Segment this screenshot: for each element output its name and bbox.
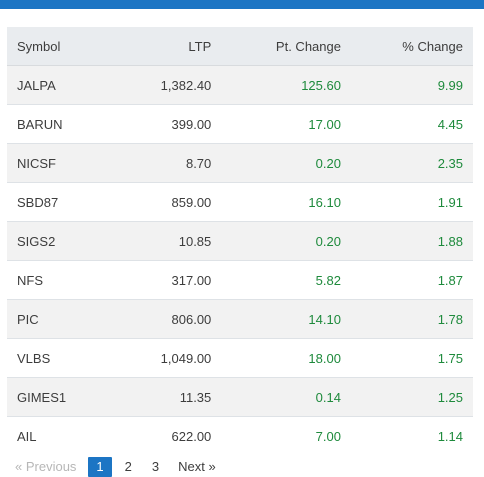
cell-ltp: 806.00 [115, 299, 212, 339]
cell-ltp: 11.35 [115, 377, 212, 417]
cell-pt-change: 0.20 [211, 143, 341, 183]
top-accent-bar [0, 0, 484, 9]
pagination: « Previous 1 2 3 Next » [15, 457, 216, 477]
cell-pct-change: 1.25 [340, 377, 473, 417]
cell-pt-change: 0.20 [211, 221, 341, 261]
cell-pt-change: 16.10 [211, 182, 341, 222]
table-row[interactable]: SIGS2 10.85 0.20 1.88 [7, 221, 473, 261]
cell-symbol[interactable]: NFS [7, 260, 116, 300]
cell-pt-change: 0.14 [211, 377, 341, 417]
cell-symbol[interactable]: JALPA [7, 65, 116, 105]
cell-ltp: 1,382.40 [115, 65, 212, 105]
cell-symbol[interactable]: SBD87 [7, 182, 116, 222]
cell-ltp: 399.00 [115, 104, 212, 144]
cell-pct-change: 4.45 [340, 104, 473, 144]
cell-pct-change: 1.91 [340, 182, 473, 222]
cell-pct-change: 9.99 [340, 65, 473, 105]
cell-pct-change: 1.87 [340, 260, 473, 300]
cell-pt-change: 14.10 [211, 299, 341, 339]
column-header-pct-change[interactable]: % Change [340, 27, 473, 66]
cell-pt-change: 7.00 [315, 428, 341, 444]
cell-pt-change: 17.00 [211, 104, 341, 144]
table-row[interactable]: AIL 622.00 7.00 1.14 [7, 417, 473, 456]
cell-symbol[interactable]: VLBS [7, 338, 116, 378]
table-row[interactable]: VLBS 1,049.00 18.00 1.75 [7, 338, 473, 378]
cell-ltp: 317.00 [115, 260, 212, 300]
cell-pct-change: 1.14 [437, 428, 463, 444]
cell-pt-change: 5.82 [211, 260, 341, 300]
cell-symbol[interactable]: GIMES1 [7, 377, 116, 417]
cell-ltp: 8.70 [115, 143, 212, 183]
table-header-row: Symbol LTP Pt. Change % Change [7, 27, 473, 66]
cell-ltp: 10.85 [115, 221, 212, 261]
cell-pt-change: 125.60 [211, 65, 341, 105]
cell-ltp: 1,049.00 [115, 338, 212, 378]
column-header-ltp[interactable]: LTP [115, 27, 212, 66]
page-link-2[interactable]: 2 [124, 459, 132, 474]
page-link-1[interactable]: 1 [88, 457, 112, 477]
table-row[interactable]: NFS 317.00 5.82 1.87 [7, 260, 473, 300]
cell-ltp: 859.00 [115, 182, 212, 222]
next-page-link[interactable]: Next » [178, 459, 216, 474]
cell-pct-change: 1.88 [340, 221, 473, 261]
table-row[interactable]: NICSF 8.70 0.20 2.35 [7, 143, 473, 183]
table-row[interactable]: SBD87 859.00 16.10 1.91 [7, 182, 473, 222]
cell-symbol[interactable]: NICSF [7, 143, 116, 183]
table-row[interactable]: GIMES1 11.35 0.14 1.25 [7, 377, 473, 417]
table-row[interactable]: BARUN 399.00 17.00 4.45 [7, 104, 473, 144]
cell-pct-change: 1.78 [340, 299, 473, 339]
cell-symbol[interactable]: AIL [17, 428, 37, 444]
cell-symbol[interactable]: SIGS2 [7, 221, 116, 261]
cell-pt-change: 18.00 [211, 338, 341, 378]
previous-page-link[interactable]: « Previous [15, 459, 77, 474]
top-gainers-table: Symbol LTP Pt. Change % Change JALPA 1,3… [7, 27, 473, 455]
cell-ltp: 622.00 [171, 428, 212, 444]
cell-symbol[interactable]: BARUN [7, 104, 116, 144]
column-header-pt-change[interactable]: Pt. Change [211, 27, 341, 66]
cell-pct-change: 2.35 [340, 143, 473, 183]
page-link-3[interactable]: 3 [151, 459, 160, 474]
column-header-symbol[interactable]: Symbol [7, 27, 116, 66]
table-row[interactable]: JALPA 1,382.40 125.60 9.99 [7, 65, 473, 105]
cell-pct-change: 1.75 [340, 338, 473, 378]
cell-symbol[interactable]: PIC [7, 299, 116, 339]
table-row[interactable]: PIC 806.00 14.10 1.78 [7, 299, 473, 339]
